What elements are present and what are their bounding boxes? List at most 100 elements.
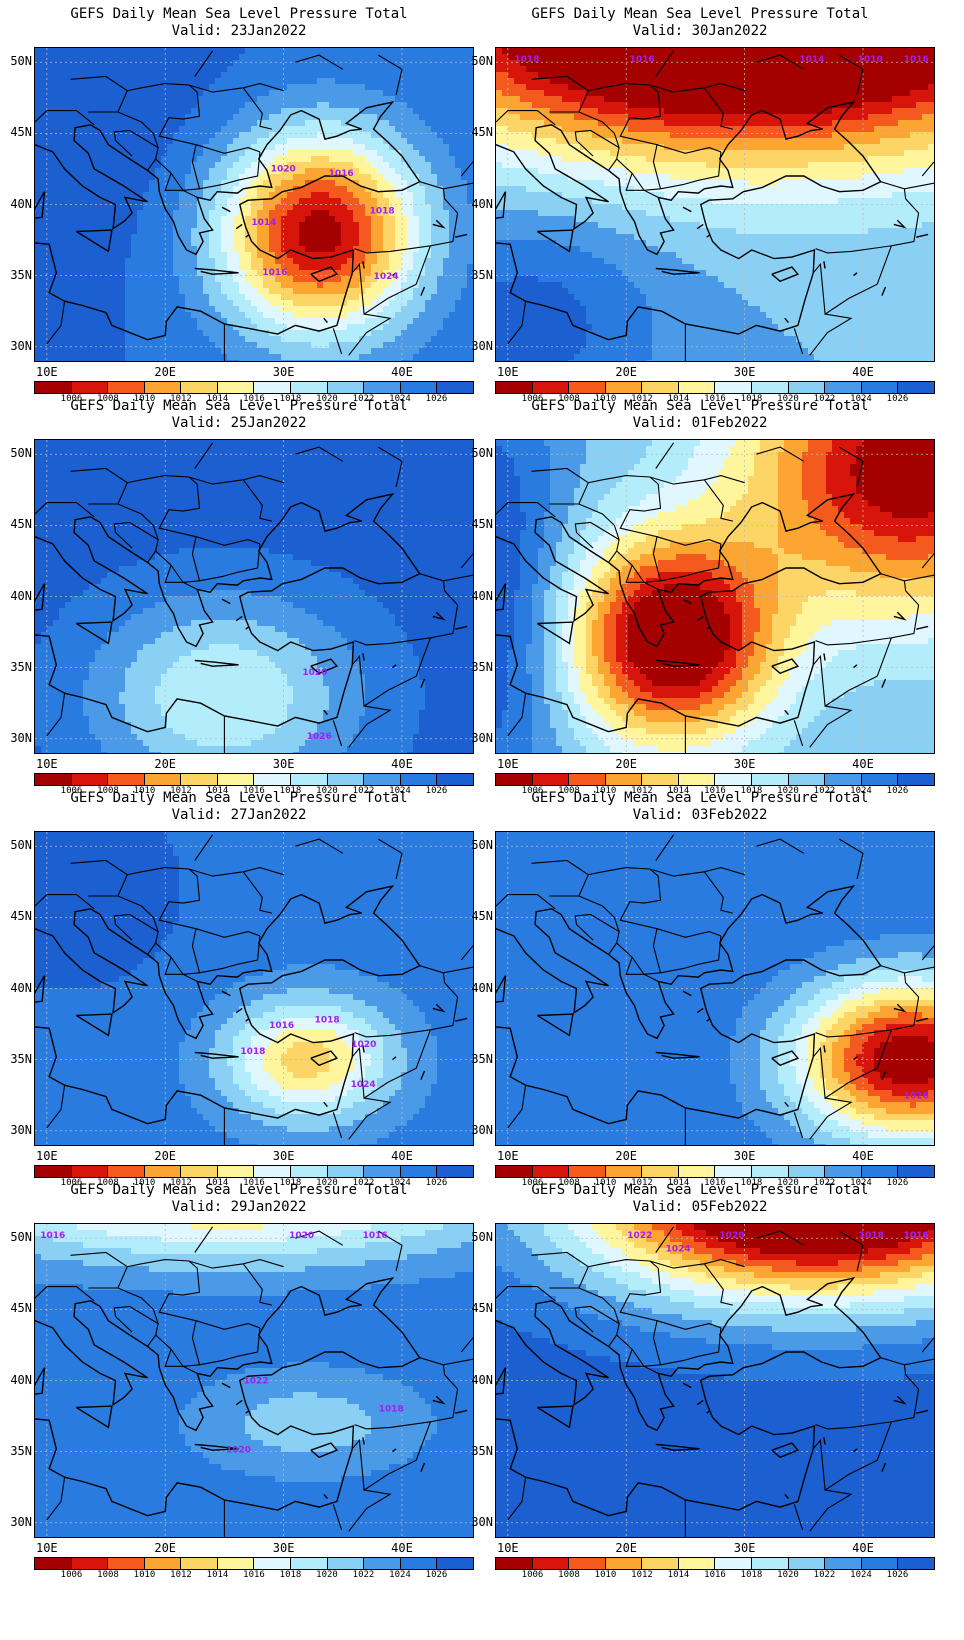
colorbar-label: 1016 (700, 1570, 730, 1580)
colorbar-swatch (532, 1166, 570, 1177)
lat-tick-label: 45N (2, 1301, 32, 1315)
contour-label: 1020 (719, 1231, 744, 1241)
colorbar-label: 1020 (773, 1570, 803, 1580)
contour-label: 1018 (315, 1016, 340, 1026)
contour-label: 1024 (666, 1244, 691, 1254)
lat-tick-label: 40N (2, 197, 32, 211)
panel-valid-date: Valid: 29Jan2022 (0, 1199, 480, 1216)
contour-label: 1016 (363, 1231, 388, 1241)
colorbar-swatch (144, 1558, 182, 1569)
colorbar-label: 1026 (883, 394, 913, 404)
colorbar-label: 1014 (664, 1570, 694, 1580)
colorbar (495, 773, 935, 786)
lat-tick-label: 50N (2, 1230, 32, 1244)
colorbar-label: 1022 (810, 786, 840, 796)
colorbar-label: 1022 (349, 786, 379, 796)
panel-valid-date: Valid: 30Jan2022 (459, 23, 941, 40)
colorbar-swatch (291, 382, 328, 393)
lat-tick-label: 35N (463, 660, 493, 674)
colorbar-label: 1010 (130, 1570, 160, 1580)
colorbar-swatch (327, 1558, 365, 1569)
lon-tick-label: 40E (843, 1541, 883, 1555)
colorbar-label: 1024 (846, 394, 876, 404)
panel-title: GEFS Daily Mean Sea Level Pressure Total (459, 790, 941, 807)
colorbar-swatch (400, 1166, 438, 1177)
lat-tick-label: 50N (463, 54, 493, 68)
map-panel: GEFS Daily Mean Sea Level Pressure Total… (459, 0, 941, 410)
colorbar-swatch (254, 1166, 292, 1177)
pressure-map: 1024 1018 1016 1020 1014 1016 (34, 47, 474, 362)
colorbar (495, 1557, 935, 1570)
lat-tick-label: 45N (463, 909, 493, 923)
colorbar-label: 1014 (664, 1178, 694, 1188)
colorbar-label: 1014 (664, 786, 694, 796)
colorbar-label: 1016 (239, 394, 269, 404)
colorbar-swatch (437, 1558, 473, 1569)
colorbar-label: 1018 (276, 1570, 306, 1580)
contour-label: 1018 (240, 1047, 265, 1057)
colorbar-swatch (569, 774, 606, 785)
pressure-map-canvas: 1024 1018 1016 1020 1014 1016 (35, 48, 473, 361)
colorbar-label: 1008 (93, 1570, 123, 1580)
panel-title: GEFS Daily Mean Sea Level Pressure Total (459, 1182, 941, 1199)
colorbar-label: 1008 (554, 394, 584, 404)
contour-label: 1014 (904, 1231, 929, 1241)
colorbar-swatch (569, 1558, 606, 1569)
colorbar-label: 1006 (57, 786, 87, 796)
colorbar-swatch (71, 1166, 109, 1177)
colorbar (34, 1557, 474, 1570)
colorbar-label: 1010 (591, 1570, 621, 1580)
lat-tick-label: 40N (463, 981, 493, 995)
lat-tick-label: 50N (2, 54, 32, 68)
map-panel: GEFS Daily Mean Sea Level Pressure Total… (0, 392, 480, 802)
contour-label: 1020 (289, 1231, 314, 1241)
contour-label: 1018 (370, 206, 395, 216)
colorbar-swatch (715, 774, 753, 785)
colorbar-swatch (861, 1558, 899, 1569)
colorbar-swatch (496, 774, 533, 785)
lat-tick-label: 50N (2, 838, 32, 852)
lon-tick-label: 10E (488, 757, 528, 771)
colorbar (495, 381, 935, 394)
panel-title: GEFS Daily Mean Sea Level Pressure Total (459, 398, 941, 415)
colorbar-swatch (144, 774, 182, 785)
colorbar-swatch (291, 774, 328, 785)
colorbar-label: 1010 (591, 786, 621, 796)
colorbar-label: 1014 (664, 394, 694, 404)
lon-tick-label: 30E (264, 1149, 304, 1163)
colorbar-swatch (861, 774, 899, 785)
lon-tick-label: 40E (843, 757, 883, 771)
colorbar-swatch (400, 1558, 438, 1569)
colorbar-swatch (400, 382, 438, 393)
lon-tick-label: 20E (606, 1149, 646, 1163)
contour-label: 1022 (627, 1231, 652, 1241)
colorbar-swatch (71, 382, 109, 393)
lat-tick-label: 50N (2, 446, 32, 460)
colorbar-swatch (108, 1558, 145, 1569)
lat-tick-label: 45N (463, 517, 493, 531)
colorbar-swatch (715, 1558, 753, 1569)
colorbar-label: 1026 (422, 394, 452, 404)
panel-valid-date: Valid: 01Feb2022 (459, 415, 941, 432)
lon-tick-label: 40E (382, 1541, 422, 1555)
colorbar-label: 1012 (166, 1178, 196, 1188)
map-panel: GEFS Daily Mean Sea Level Pressure Total… (459, 1176, 941, 1586)
lon-tick-label: 20E (145, 365, 185, 379)
colorbar-label: 1006 (518, 394, 548, 404)
colorbar-label: 1026 (883, 786, 913, 796)
panel-title: GEFS Daily Mean Sea Level Pressure Total (459, 6, 941, 23)
colorbar-label: 1022 (349, 1570, 379, 1580)
colorbar-label: 1018 (276, 394, 306, 404)
lon-tick-label: 40E (843, 1149, 883, 1163)
contour-label: 1018 (514, 55, 539, 65)
colorbar-label: 1016 (239, 1570, 269, 1580)
contour-label: 1026 (904, 1092, 929, 1102)
colorbar-swatch (437, 382, 473, 393)
colorbar-label: 1022 (810, 394, 840, 404)
lat-tick-label: 35N (2, 1444, 32, 1458)
contour-label: 1016 (904, 55, 929, 65)
colorbar-label: 1016 (239, 1178, 269, 1188)
lat-tick-label: 50N (463, 838, 493, 852)
colorbar-label: 1010 (130, 394, 160, 404)
contour-label: 1014 (799, 55, 824, 65)
